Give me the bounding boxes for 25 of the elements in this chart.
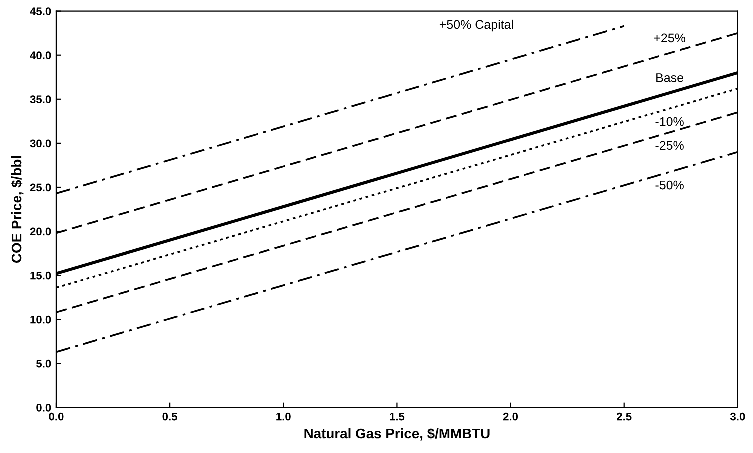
- y-tick-label: 25.0: [30, 184, 52, 192]
- series-label: -50%: [656, 180, 684, 190]
- series-label: -25%: [656, 141, 684, 150]
- y-tick-label: 40.0: [30, 52, 52, 60]
- x-axis-title: Natural Gas Price, $/MMBTU: [304, 428, 490, 441]
- y-tick-label: 35.0: [30, 96, 52, 104]
- text: +50% Capital: [440, 20, 514, 32]
- x-tick-label: 0.0: [49, 412, 64, 421]
- x-tick-label: 0.5: [162, 412, 178, 421]
- y-tick-label: 30.0: [30, 140, 52, 148]
- series-label: -10%: [656, 117, 684, 126]
- x-tick-label: 3.0: [730, 412, 746, 421]
- series-label: +25%: [654, 34, 686, 43]
- x-tick-label: 1.0: [276, 412, 291, 421]
- y-tick-label: 5.0: [36, 360, 52, 368]
- x-tick-label: 1.5: [390, 412, 405, 421]
- y-tick-label: 15.0: [30, 272, 52, 280]
- series-label: Base: [656, 74, 684, 82]
- x-tick-label: 2.0: [503, 412, 518, 421]
- x-tick-label: 2.5: [617, 412, 632, 421]
- y-tick-label: 0.0: [36, 404, 52, 412]
- y-axis-title: COE Price, $/bbl: [11, 156, 24, 263]
- y-tick-label: 20.0: [30, 228, 52, 236]
- y-tick-label: 10.0: [30, 316, 52, 324]
- y-tick-label: 45.0: [30, 8, 52, 16]
